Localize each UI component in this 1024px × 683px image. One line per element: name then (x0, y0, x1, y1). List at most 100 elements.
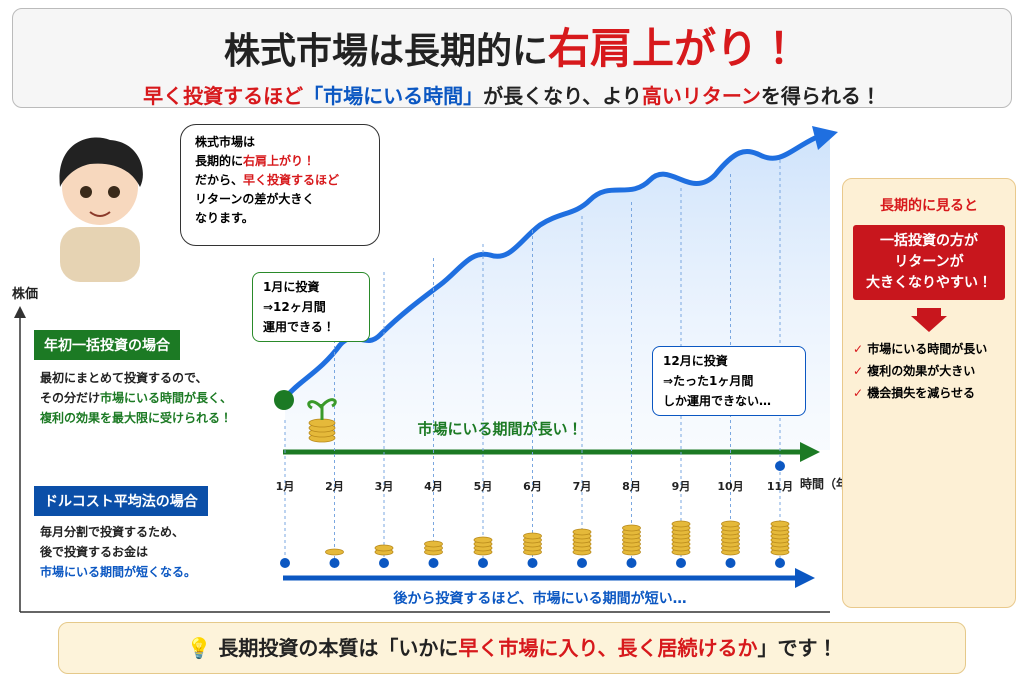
text-highlight: 複利の効果を最大限に受けられる！ (40, 411, 233, 425)
speech-line: なります。 (195, 211, 254, 225)
callout-line: しか運用できない… (663, 394, 772, 408)
coin (671, 520, 691, 528)
check-text: 複利の効果が大きい (867, 364, 976, 378)
section-text: 最初にまとめて投資するので、 その分だけ市場にいる時間が長く、 複利の効果を最大… (40, 368, 232, 428)
check-text: 市場にいる時間が長い (867, 342, 988, 356)
section-text: 毎月分割で投資するため、 後で投資するお金は 市場にいる期間が短くなる。 (40, 522, 196, 582)
subtitle-part: を得られる！ (760, 84, 881, 108)
month-dot (379, 558, 389, 568)
text-line: 最初にまとめて投資するので、 (40, 371, 208, 385)
side-panel: 長期的に見ると 一括投資の方が リターンが 大きくなりやすい！ ✓ 市場にいる時… (842, 178, 1016, 608)
month-label: 1月 (276, 480, 295, 493)
month-label: 7月 (573, 480, 592, 493)
speech-bubble: 株式市場は 長期的に右肩上がり！ だから、早く投資するほど リターンの差が大きく… (180, 124, 380, 246)
sprout (307, 398, 337, 420)
box-line: 大きくなりやすい！ (866, 275, 992, 291)
month-dot (725, 558, 736, 568)
month-dot (428, 558, 439, 568)
box-line: 一括投資の方が (880, 233, 978, 249)
end-dot (775, 461, 785, 471)
coin (473, 536, 493, 544)
footer-text: 長期投資の本質は「いかに (218, 636, 459, 660)
coin (770, 520, 790, 528)
check-item: ✓ 機会損失を減らせる (853, 382, 1015, 404)
text-highlight: 市場にいる期間が短くなる。 (40, 565, 197, 579)
long-label: 市場にいる期間が長い！ (417, 420, 582, 438)
short-label: 後から投資するほど、市場にいる期間が短い… (392, 590, 686, 607)
callout-line: 1月に投資 (263, 280, 320, 294)
check-mark: ✓ (853, 364, 868, 378)
arrow-head (812, 126, 838, 150)
month-dot (329, 558, 340, 568)
subtitle-part: 早く投資するほど (143, 84, 304, 108)
month-label: 8月 (622, 480, 641, 493)
month-label: 2月 (325, 480, 344, 493)
subtitle-part: 「市場にいる時間」 (303, 84, 484, 108)
speech-line: 株式市場は (195, 135, 256, 149)
arrow-head (795, 568, 815, 588)
speech-line: だから、 (195, 173, 244, 187)
box-line: リターンが (894, 254, 964, 270)
month-label: 6月 (523, 480, 542, 493)
section-label: 年初一括投資の場合 (34, 330, 180, 360)
month-dot (527, 558, 538, 568)
month-label: 10月 (717, 480, 743, 493)
month-dot (280, 558, 290, 568)
speech-highlight: 早く投資するほど (243, 173, 340, 187)
footer-text: 」です！ (757, 636, 838, 660)
check-list: ✓ 市場にいる時間が長い ✓ 複利の効果が大きい ✓ 機会損失を減らせる (853, 338, 1015, 404)
title-highlight: 右肩上がり！ (548, 24, 801, 73)
text-line: 毎月分割で投資するため、 (40, 525, 185, 539)
subtitle-part: 高いリターン (641, 84, 761, 108)
side-box: 一括投資の方が リターンが 大きくなりやすい！ (853, 225, 1005, 300)
callout-line: 運用できる！ (263, 320, 335, 334)
title: 株式市場は長期的に右肩上がり！ (13, 15, 1011, 76)
arrow-head (14, 306, 26, 318)
title-text: 株式市場は長期的に (223, 31, 548, 72)
check-mark: ✓ (853, 386, 868, 400)
check-mark: ✓ (853, 342, 868, 356)
callout-line: 12月に投資 (663, 354, 728, 368)
start-dot (274, 390, 294, 410)
month-label: 11月 (767, 480, 793, 493)
month-dot (478, 558, 488, 568)
y-axis-label: 株価 (12, 286, 38, 302)
month-label: 9月 (672, 480, 691, 493)
month-label: 3月 (375, 480, 394, 493)
check-item: ✓ 市場にいる時間が長い (853, 338, 1015, 360)
coin (721, 520, 740, 528)
month-dot (775, 558, 785, 568)
month-dot (626, 558, 637, 568)
footer-highlight: 早く市場に入り、長く居続けるか (458, 636, 758, 660)
character (59, 137, 143, 282)
section-label: ドルコスト平均法の場合 (34, 486, 208, 516)
arrow-head (800, 442, 820, 462)
footer: 💡 長期投資の本質は「いかに早く市場に入り、長く居続けるか」です！ (58, 622, 966, 674)
stock-line (282, 135, 818, 401)
check-item: ✓ 複利の効果が大きい (853, 360, 1015, 382)
down-arrow (911, 308, 947, 332)
callout-line: ⇒たった1ヶ月間 (663, 374, 754, 388)
month-dot (676, 558, 686, 568)
subtitle-part: が長くなり、より (483, 84, 642, 108)
bulb-icon: 💡 (186, 636, 219, 660)
coin (622, 524, 641, 532)
month-dot (577, 558, 587, 568)
subtitle: 早く投資するほど「市場にいる時間」が長くなり、より高いリターンを得られる！ (13, 80, 1011, 109)
coin (325, 548, 344, 556)
callout-line: ⇒12ヶ月間 (263, 300, 326, 314)
check-text: 機会損失を減らせる (867, 386, 975, 400)
coin (308, 418, 336, 428)
text-line: その分だけ (40, 391, 101, 405)
callout: 12月に投資 ⇒たった1ヶ月間 しか運用できない… (652, 346, 806, 416)
speech-line: リターンの差が大きく (195, 192, 315, 206)
callout: 1月に投資 ⇒12ヶ月間 運用できる！ (252, 272, 370, 342)
month-label: 5月 (474, 480, 493, 493)
month-label: 4月 (424, 480, 443, 493)
text-line: 後で投資するお金は (40, 545, 149, 559)
side-heading: 長期的に見ると (880, 198, 978, 214)
coin (572, 528, 592, 536)
coin (424, 540, 443, 548)
text-highlight: 市場にいる時間が長く、 (100, 391, 233, 405)
